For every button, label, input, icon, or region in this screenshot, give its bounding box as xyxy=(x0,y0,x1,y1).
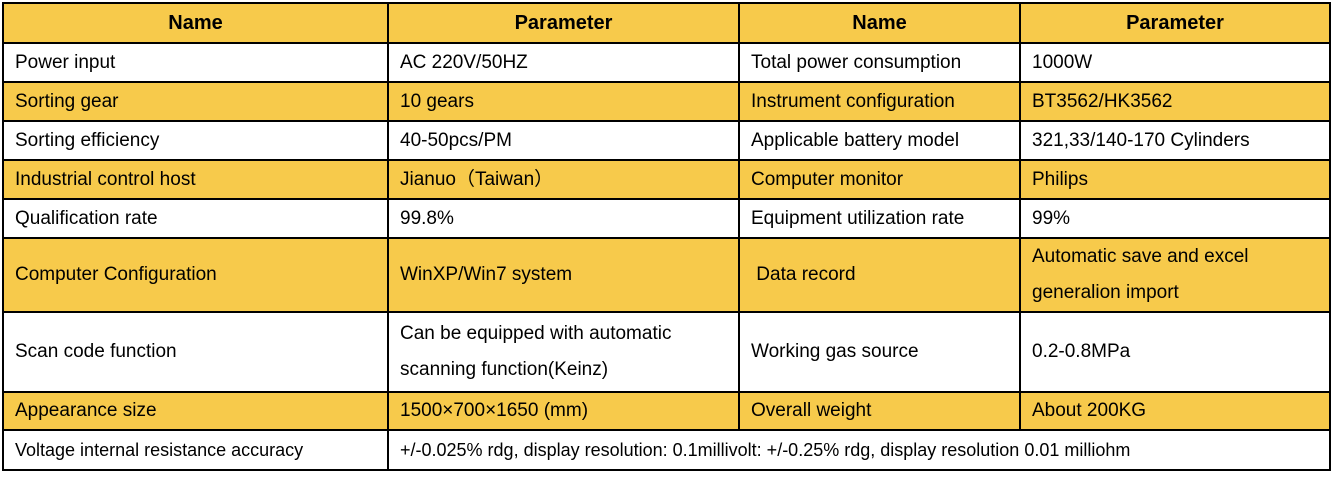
cell-name-left: Industrial control host xyxy=(2,159,389,200)
table-row: Sorting efficiency 40-50pcs/PM Applicabl… xyxy=(2,120,1331,161)
cell-param-left: Jianuo（Taiwan） xyxy=(387,159,740,200)
header-cell-parameter-left: Parameter xyxy=(387,2,740,44)
table-row: Scan code function Can be equipped with … xyxy=(2,311,1331,393)
header-cell-name-left: Name xyxy=(2,2,389,44)
cell-name-right: Data record xyxy=(738,237,1021,313)
cell-param-left: 40-50pcs/PM xyxy=(387,120,740,161)
cell-name-right: Overall weight xyxy=(738,391,1021,431)
cell-name-left: Voltage internal resistance accuracy xyxy=(2,429,389,471)
cell-name-left: Sorting gear xyxy=(2,81,389,122)
cell-param-left: WinXP/Win7 system xyxy=(387,237,740,313)
cell-param-right: BT3562/HK3562 xyxy=(1019,81,1331,122)
cell-name-right: Computer monitor xyxy=(738,159,1021,200)
cell-name-right: Equipment utilization rate xyxy=(738,198,1021,239)
cell-name-right: Instrument configuration xyxy=(738,81,1021,122)
table-row: Sorting gear 10 gears Instrument configu… xyxy=(2,81,1331,122)
cell-param-left: 99.8% xyxy=(387,198,740,239)
cell-param-right: Automatic save and excel generalion impo… xyxy=(1019,237,1331,313)
table-row: Power input AC 220V/50HZ Total power con… xyxy=(2,42,1331,83)
table-footer-row: Voltage internal resistance accuracy +/-… xyxy=(2,429,1331,471)
cell-name-left: Qualification rate xyxy=(2,198,389,239)
cell-name-left: Computer Configuration xyxy=(2,237,389,313)
cell-param-right: 321,33/140-170 Cylinders xyxy=(1019,120,1331,161)
table-row: Qualification rate 99.8% Equipment utili… xyxy=(2,198,1331,239)
cell-name-left: Power input xyxy=(2,42,389,83)
table-row: Industrial control host Jianuo（Taiwan） C… xyxy=(2,159,1331,200)
cell-param-right: Philips xyxy=(1019,159,1331,200)
cell-param-span: +/-0.025% rdg, display resolution: 0.1mi… xyxy=(387,429,1331,471)
table-row: Computer Configuration WinXP/Win7 system… xyxy=(2,237,1331,313)
cell-param-right: 1000W xyxy=(1019,42,1331,83)
cell-name-right: Total power consumption xyxy=(738,42,1021,83)
cell-param-left: 10 gears xyxy=(387,81,740,122)
cell-param-right: 0.2-0.8MPa xyxy=(1019,311,1331,393)
header-cell-parameter-right: Parameter xyxy=(1019,2,1331,44)
cell-name-left: Scan code function xyxy=(2,311,389,393)
cell-param-right: 99% xyxy=(1019,198,1331,239)
cell-param-right: About 200KG xyxy=(1019,391,1331,431)
cell-param-left: AC 220V/50HZ xyxy=(387,42,740,83)
header-cell-name-right: Name xyxy=(738,2,1021,44)
cell-param-left: Can be equipped with automatic scanning … xyxy=(387,311,740,393)
spec-table: Name Parameter Name Parameter Power inpu… xyxy=(2,2,1331,471)
cell-name-right: Working gas source xyxy=(738,311,1021,393)
cell-name-left: Sorting efficiency xyxy=(2,120,389,161)
table-header-row: Name Parameter Name Parameter xyxy=(2,2,1331,44)
cell-name-right: Applicable battery model xyxy=(738,120,1021,161)
cell-param-left: 1500×700×1650 (mm) xyxy=(387,391,740,431)
table-row: Appearance size 1500×700×1650 (mm) Overa… xyxy=(2,391,1331,431)
cell-name-left: Appearance size xyxy=(2,391,389,431)
